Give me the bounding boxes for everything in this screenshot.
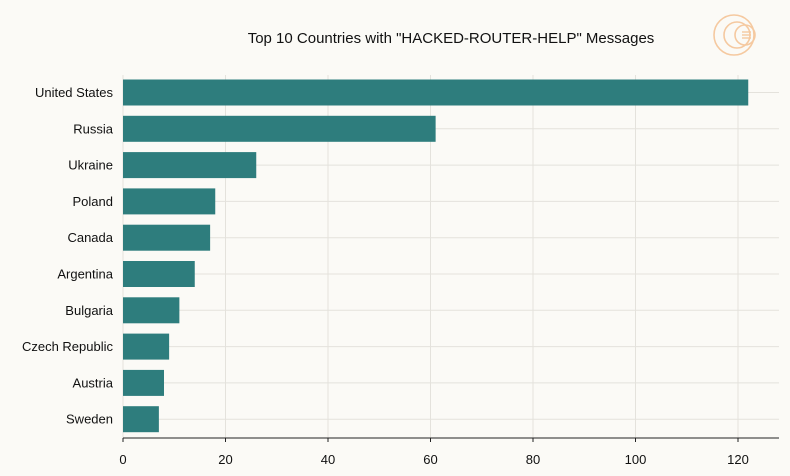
bar (123, 79, 749, 106)
category-label: Sweden (66, 412, 113, 427)
category-label: Austria (73, 375, 114, 390)
bar (123, 261, 195, 287)
category-label: Canada (67, 230, 113, 245)
bar (123, 333, 170, 360)
bar (123, 115, 436, 142)
category-label: United States (35, 85, 114, 100)
x-tick-label: 40 (321, 452, 335, 467)
brand-logo-icon (713, 14, 756, 56)
x-tick-label: 120 (727, 452, 749, 467)
x-tick-label: 80 (526, 452, 540, 467)
x-axis: 0 20 40 60 80 100 120 (119, 437, 779, 467)
x-tick-label: 0 (119, 452, 126, 467)
x-tick-label: 60 (423, 452, 437, 467)
bar (123, 188, 216, 215)
bars (123, 79, 749, 433)
category-label: Bulgaria (65, 303, 113, 318)
bar (123, 369, 164, 396)
bar (123, 152, 257, 179)
bar (123, 406, 159, 433)
category-labels: United States Russia Ukraine Poland Canada Ar… (22, 85, 114, 427)
x-tick-label: 20 (218, 452, 232, 467)
bar (123, 297, 180, 324)
category-label: Argentina (57, 267, 113, 282)
x-tick-label: 100 (625, 452, 647, 467)
category-label: Czech Republic (22, 339, 114, 354)
bar (123, 224, 211, 251)
category-label: Ukraine (68, 158, 113, 173)
category-label: Poland (73, 194, 113, 209)
category-label: Russia (73, 121, 114, 136)
chart-title: Top 10 Countries with "HACKED-ROUTER-HEL… (248, 30, 655, 47)
